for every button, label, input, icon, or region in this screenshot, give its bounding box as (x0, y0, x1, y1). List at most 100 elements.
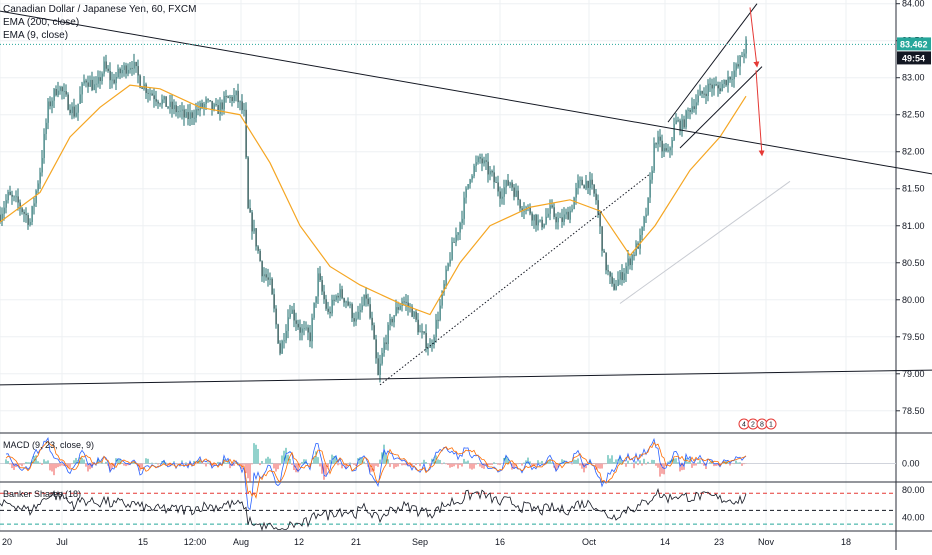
candle-body (52, 101, 53, 106)
candle-body (464, 198, 465, 219)
candle-body (488, 162, 489, 175)
price-axis-label: 80.50 (902, 258, 925, 268)
macd-histogram-bar (246, 464, 247, 474)
macd-histogram-bar (398, 464, 399, 467)
candle-body (392, 319, 393, 322)
macd-histogram-bar (406, 464, 407, 466)
candle-body (620, 272, 621, 279)
macd-histogram-bar (474, 464, 475, 469)
candle-body (742, 56, 743, 57)
macd-histogram-bar (234, 464, 235, 466)
candle-body (612, 277, 613, 284)
macd-histogram-bar (702, 464, 703, 465)
macd-histogram-bar (274, 464, 275, 469)
candle-body (232, 97, 233, 101)
candle-body (746, 40, 747, 54)
macd-histogram-bar (688, 462, 689, 464)
macd-histogram-bar (272, 463, 273, 464)
candle-body (72, 107, 73, 114)
candle-body (44, 134, 45, 158)
candle-body (554, 207, 555, 217)
candle-body (458, 233, 459, 235)
candle-body (420, 331, 421, 332)
macd-histogram-bar (694, 464, 695, 466)
candle-body (62, 87, 63, 91)
candle-body (398, 307, 399, 310)
macd-pane-label: MACD (9, 23, close, 9) (3, 440, 94, 450)
macd-histogram-bar (602, 464, 603, 469)
macd-histogram-bar (218, 462, 219, 464)
macd-histogram-bar (26, 462, 27, 464)
candle-body (516, 191, 517, 197)
candle-body (558, 218, 559, 222)
candle-body (42, 158, 43, 172)
macd-histogram-bar (642, 464, 643, 466)
candle-body (614, 284, 615, 290)
macd-histogram-bar (106, 462, 107, 464)
candle-body (64, 91, 65, 92)
candle-body (468, 184, 469, 189)
macd-histogram-bar (248, 464, 249, 479)
candle-body (186, 112, 187, 117)
candle-body (438, 320, 439, 321)
candle-body (388, 325, 389, 344)
macd-histogram-bar (696, 464, 697, 466)
candle-body (284, 340, 285, 341)
macd-histogram-bar (50, 464, 51, 471)
candle-body (122, 70, 123, 73)
candle-body (610, 272, 611, 277)
macd-histogram-bar (366, 464, 367, 465)
macd-histogram-bar (124, 464, 125, 466)
price-axis-label: 79.50 (902, 332, 925, 342)
candle-body (264, 274, 265, 276)
candle-body (708, 84, 709, 96)
macd-histogram-bar (252, 464, 253, 465)
candle-body (650, 180, 651, 198)
macd-histogram-bar (430, 464, 431, 466)
candle-body (724, 80, 725, 84)
macd-histogram-bar (678, 462, 679, 463)
macd-histogram-bar (146, 458, 147, 463)
candle-body (570, 211, 571, 220)
candle-body (136, 62, 137, 66)
macd-histogram-bar (710, 462, 711, 463)
candle-body (454, 242, 455, 243)
candle-body (54, 89, 55, 101)
candle-body (482, 159, 483, 164)
macd-histogram-bar (500, 464, 501, 465)
candle-body (48, 101, 49, 122)
candle-body (36, 191, 37, 204)
candle-body (288, 317, 289, 331)
candle-body (492, 171, 493, 172)
candle-body (418, 320, 419, 333)
macd-histogram-bar (156, 463, 157, 464)
candle-body (716, 84, 717, 85)
candle-body (230, 97, 231, 98)
candle-body (714, 84, 715, 88)
candle-body (32, 206, 33, 222)
time-axis-label: Aug (233, 537, 249, 547)
candle-body (58, 91, 59, 95)
macd-histogram-bar (206, 464, 207, 467)
candle-body (34, 203, 35, 206)
macd-signal-line (6, 441, 746, 497)
candle-body (290, 314, 291, 318)
candle-body (562, 217, 563, 222)
candle-body (286, 331, 287, 340)
candle-body (514, 188, 515, 197)
candle-body (60, 87, 61, 91)
candle-body (486, 160, 487, 161)
macd-histogram-bar (374, 464, 375, 471)
candle-body (602, 226, 603, 250)
candle-body (394, 315, 395, 322)
candle-body (352, 304, 353, 318)
macd-histogram-bar (448, 464, 449, 465)
candle-body (738, 64, 739, 66)
candle-body (480, 157, 481, 158)
macd-histogram-bar (70, 464, 71, 468)
candle-body (196, 109, 197, 118)
macd-histogram-bar (320, 464, 321, 467)
